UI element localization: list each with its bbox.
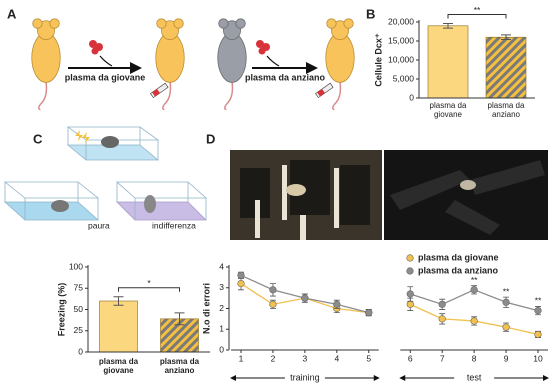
blood-drops xyxy=(89,40,270,55)
y-tick-label: 0 xyxy=(409,92,414,102)
marker xyxy=(406,300,414,308)
phase-label-bg xyxy=(454,372,495,384)
legend-marker xyxy=(406,267,414,275)
panel-label: B xyxy=(366,6,375,21)
marker xyxy=(534,330,542,339)
y-tick-label: 1 xyxy=(219,324,224,334)
syringes xyxy=(150,82,334,99)
significance-label: ** xyxy=(474,5,481,15)
y-tick-label: 4 xyxy=(219,261,224,271)
y-tick-label: 100 xyxy=(69,261,83,271)
x-tick-label: 4 xyxy=(334,353,339,363)
marker xyxy=(365,309,373,317)
y-axis-label: Freezing (%) xyxy=(56,283,66,337)
y-tick-label: 10,000 xyxy=(388,54,414,64)
x-tick-label: 9 xyxy=(504,353,509,363)
y-axis-label: Cellule Dcx⁺ xyxy=(373,33,383,87)
fear-boxes xyxy=(3,126,208,221)
marker xyxy=(406,290,414,298)
bar xyxy=(99,300,138,353)
x-tick-label: plasma da anziano xyxy=(487,101,525,119)
y-tick-label: 15,000 xyxy=(388,35,414,45)
marker xyxy=(502,298,510,306)
phase-label-bg xyxy=(284,372,325,384)
y-tick-label: 0 xyxy=(219,344,224,354)
x-tick-label: 2 xyxy=(271,353,276,363)
panel-label: D xyxy=(206,131,215,146)
y-tick-label: 0 xyxy=(78,346,83,356)
marker xyxy=(301,294,309,302)
legend-label: plasma da anziano xyxy=(418,265,499,275)
error-bar xyxy=(443,23,453,29)
mouse-illustrations xyxy=(30,17,356,110)
x-tick-label: 6 xyxy=(408,353,413,363)
significance-bracket xyxy=(447,14,507,19)
y-tick-label: 20,000 xyxy=(388,16,414,26)
marker xyxy=(438,300,446,308)
y-tick-label: 25 xyxy=(74,325,84,335)
marker xyxy=(502,323,510,331)
y-tick-label: 3 xyxy=(219,282,224,292)
scene-label: indifferenza xyxy=(152,220,196,230)
legend-marker xyxy=(406,254,414,262)
y-tick-label: 75 xyxy=(74,283,84,293)
annotation: ** xyxy=(471,275,478,285)
arrow-label: plasma da anziano xyxy=(245,72,326,82)
marker xyxy=(470,286,478,294)
y-tick-label: 2 xyxy=(219,303,224,313)
marker xyxy=(269,286,277,294)
x-tick-label: plasma da giovane xyxy=(98,357,139,375)
error-bar xyxy=(113,296,124,306)
x-tick-label: 3 xyxy=(303,353,308,363)
x-tick-label: 7 xyxy=(440,353,445,363)
x-tick-label: 10 xyxy=(533,353,543,363)
panel-label: C xyxy=(33,131,43,146)
bar xyxy=(427,25,469,99)
y-tick-label: 5,000 xyxy=(393,73,415,83)
marker xyxy=(269,300,277,308)
scene-label: paura xyxy=(88,220,110,230)
significance-bracket xyxy=(118,287,180,292)
phase-label: training xyxy=(290,372,320,382)
x-tick-label: 8 xyxy=(472,353,477,363)
maze-photos xyxy=(230,150,548,240)
y-axis-label: N.o di errori xyxy=(201,283,211,334)
x-tick-label: 5 xyxy=(366,353,371,363)
x-tick-label: plasma da anziano xyxy=(159,357,200,375)
marker xyxy=(237,280,245,288)
x-tick-label: plasma da giovane xyxy=(429,101,467,119)
arrow-label: plasma da giovane xyxy=(65,72,146,82)
bar xyxy=(485,36,527,99)
y-tick-label: 50 xyxy=(74,304,84,314)
marker xyxy=(237,271,245,279)
marker xyxy=(438,315,446,323)
annotation: ** xyxy=(503,286,510,296)
marker xyxy=(470,317,478,325)
panel-label: A xyxy=(7,6,17,21)
marker xyxy=(534,306,542,315)
significance-label: * xyxy=(147,278,151,288)
marker xyxy=(333,300,341,308)
x-tick-label: 1 xyxy=(239,353,244,363)
error-bar xyxy=(501,34,511,40)
legend-label: plasma da giovane xyxy=(418,252,499,262)
arrows xyxy=(68,55,318,74)
phase-label: test xyxy=(467,372,482,382)
error-bar xyxy=(174,312,185,326)
annotation: ** xyxy=(535,296,542,306)
